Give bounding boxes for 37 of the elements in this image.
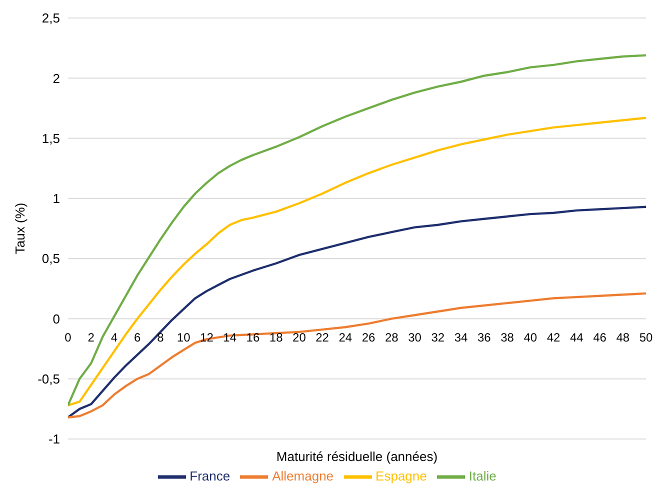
x-tick-label: 4 (110, 330, 118, 345)
y-tick-label: 0,5 (42, 251, 60, 266)
x-tick-label: 30 (408, 330, 422, 345)
x-tick-label: 48 (616, 330, 630, 345)
x-tick-label: 36 (477, 330, 492, 345)
y-tick-label: 1,5 (42, 130, 60, 146)
x-tick-label: 26 (362, 330, 376, 345)
legend-label: Espagne (376, 468, 427, 484)
legend-label: Italie (468, 468, 496, 484)
x-tick-label: 50 (639, 330, 653, 345)
legend-label: Allemagne (272, 468, 334, 484)
x-tick-label: 28 (385, 330, 399, 345)
x-tick-label: 18 (269, 330, 284, 345)
x-tick-label: 22 (316, 330, 330, 345)
x-tick-label: 32 (431, 330, 445, 345)
y-tick-label: 2,5 (42, 10, 60, 26)
x-tick-label: 0 (64, 330, 72, 345)
y-tick-label: 1 (52, 191, 60, 206)
x-tick-label: 10 (176, 330, 191, 345)
x-tick-label: 46 (593, 330, 607, 345)
y-tick-label: 2 (52, 70, 60, 86)
x-tick-label: 2 (88, 330, 95, 345)
x-tick-label: 40 (524, 330, 538, 345)
y-tick-label: -0,5 (38, 371, 60, 386)
x-tick-label: 24 (338, 330, 352, 345)
x-tick-label: 20 (292, 330, 306, 345)
x-tick-label: 38 (500, 330, 514, 345)
x-axis-title: Maturité résiduelle (années) (276, 449, 438, 464)
x-tick-label: 8 (157, 330, 164, 345)
x-tick-label: 34 (454, 330, 468, 345)
x-tick-label: 42 (546, 330, 561, 345)
x-tick-label: 44 (570, 330, 584, 345)
y-axis-title: Taux (%) (12, 202, 28, 254)
x-tick-label: 6 (134, 330, 142, 345)
legend-label: France (190, 468, 230, 484)
y-tick-label: -1 (48, 432, 60, 447)
y-tick-label: 0 (52, 311, 60, 326)
